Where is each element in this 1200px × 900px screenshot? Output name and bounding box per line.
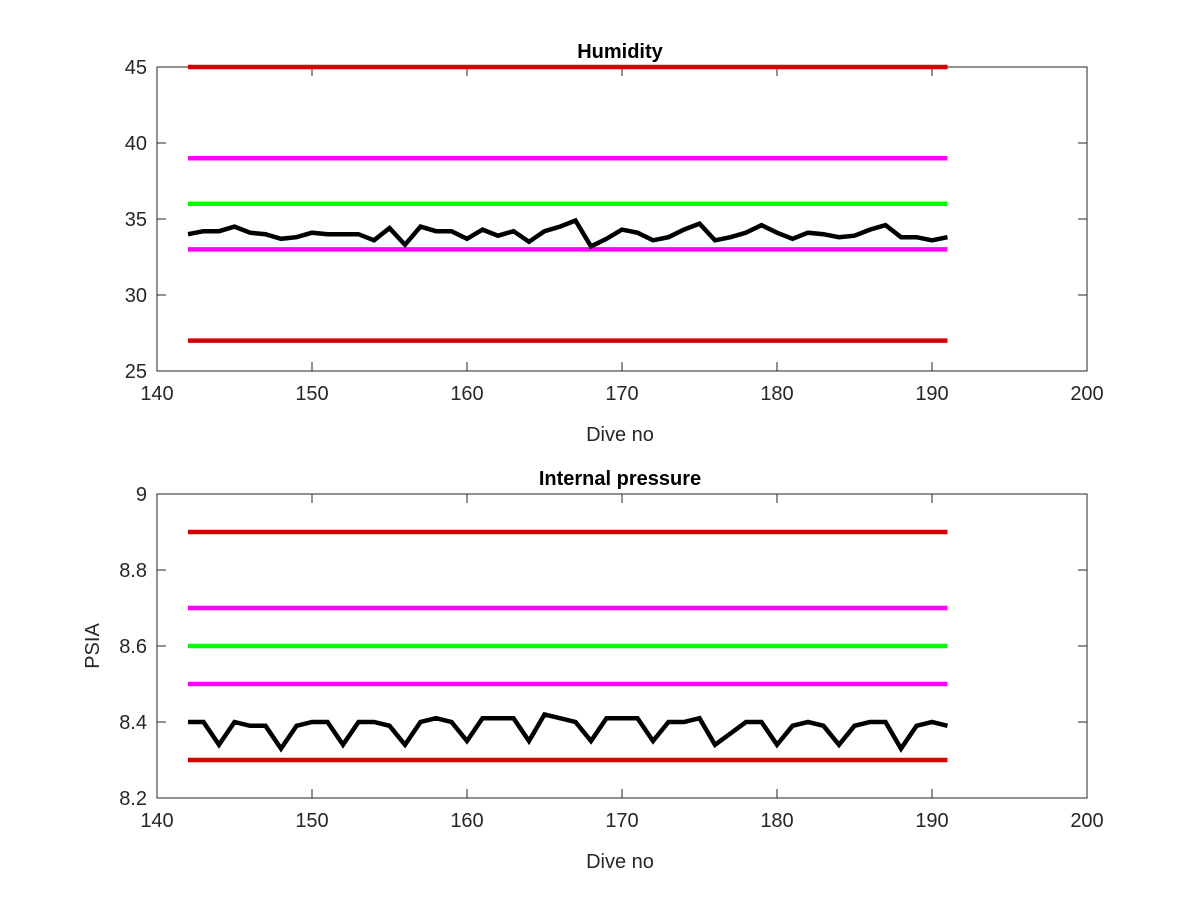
x-tick-label: 140 [140,810,173,832]
chart-title: Internal pressure [539,468,701,490]
series-line [187,217,948,250]
y-tick-label: 8.6 [119,636,147,658]
x-tick-label: 160 [450,810,483,832]
humidity-chart: Humidity Dive no 140 150 160 170 180 190 200 25… [125,41,1104,446]
x-tick-label: 150 [295,810,328,832]
x-tick-label: 180 [760,383,793,405]
y-tick-label: 9 [136,484,147,506]
x-axis-label: Dive no [586,851,654,873]
x-axis-label: Dive no [586,424,654,446]
x-tick-label: 170 [605,810,638,832]
y-tick-label: 45 [125,57,147,79]
x-tick-label: 180 [760,810,793,832]
chart-title: Humidity [577,41,663,63]
y-tick-label: 8.4 [119,712,147,734]
y-tick-label: 40 [125,133,147,155]
x-tick-label: 190 [915,383,948,405]
x-tick-label: 150 [295,383,328,405]
x-tick-label: 160 [450,383,483,405]
y-tick-label: 8.2 [119,788,147,810]
x-tick-label: 200 [1070,810,1103,832]
y-tick-label: 8.8 [119,560,147,582]
internal-pressure-chart: Internal pressure Dive no PSIA 140 150 160… [82,468,1104,873]
y-tick-label: 25 [125,361,147,383]
y-axis-label: PSIA [82,623,104,669]
x-tick-label: 170 [605,383,638,405]
series-line [188,711,949,753]
x-tick-label: 200 [1070,383,1103,405]
y-tick-label: 30 [125,285,147,307]
x-tick-label: 140 [140,383,173,405]
y-tick-label: 35 [125,209,147,231]
x-tick-label: 190 [915,810,948,832]
plot-area [156,66,1088,372]
